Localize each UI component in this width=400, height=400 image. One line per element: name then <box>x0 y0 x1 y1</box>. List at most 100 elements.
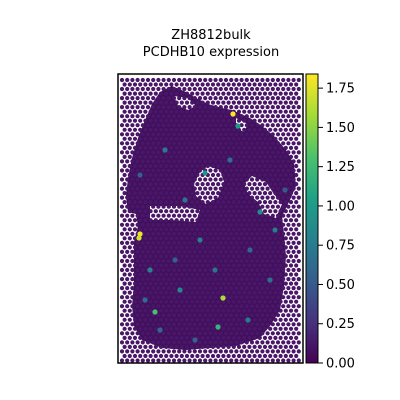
tissue-spot <box>210 91 216 96</box>
tissue-spot <box>156 114 161 119</box>
tissue-spot <box>252 172 257 178</box>
tissue-spot <box>197 358 203 363</box>
tissue-spot <box>174 154 179 159</box>
tissue-spot <box>260 240 265 245</box>
colorbar-tick-label: 1.00 <box>326 199 355 214</box>
tissue-spot <box>236 308 242 313</box>
tissue-spot <box>156 258 161 264</box>
tissue-spot <box>156 286 161 291</box>
tissue-spot <box>283 100 288 105</box>
tissue-spot <box>190 299 195 304</box>
tissue-spot <box>182 177 187 182</box>
tissue-spot <box>182 322 187 327</box>
tissue-spot <box>288 145 294 150</box>
tissue-spot <box>208 132 213 137</box>
tissue-spot <box>265 168 270 173</box>
tissue-spot <box>210 118 216 123</box>
tissue-spot <box>169 326 174 331</box>
tissue-spot <box>239 77 244 83</box>
tissue-spot <box>286 213 291 218</box>
tissue-spot <box>203 105 208 110</box>
tissue-spot <box>262 154 268 159</box>
tissue-spot <box>247 281 252 286</box>
tissue-spot <box>242 82 247 87</box>
tissue-spot <box>257 172 262 178</box>
tissue-spot <box>143 290 148 295</box>
tissue-spot <box>145 150 151 155</box>
tissue-spot <box>247 263 252 268</box>
tissue-spot <box>197 141 203 146</box>
tissue-spot <box>161 304 166 309</box>
tissue-spot <box>273 182 278 187</box>
tissue-spot <box>174 335 179 340</box>
tissue-spot <box>151 150 156 155</box>
tissue-spot <box>257 91 262 96</box>
tissue-spot <box>125 168 130 173</box>
chart-title-line1: ZH8812bulk <box>171 28 251 43</box>
tissue-spot <box>210 227 216 232</box>
tissue-spot <box>247 272 252 277</box>
tissue-spot <box>226 182 231 187</box>
tissue-spot <box>164 263 169 268</box>
tissue-spot <box>169 254 174 259</box>
tissue-spot <box>200 272 205 277</box>
tissue-spot <box>244 77 249 83</box>
tissue-spot <box>214 367 218 371</box>
tissue-spot <box>291 286 296 291</box>
tissue-spot <box>203 195 208 200</box>
tissue-spot <box>255 77 260 83</box>
tissue-spot <box>151 222 156 227</box>
tissue-spot <box>221 136 226 141</box>
tissue-spot <box>169 299 174 304</box>
tissue-spot <box>221 326 226 331</box>
tissue-spot <box>205 227 210 232</box>
tissue-spot <box>236 136 242 141</box>
tissue-spot <box>140 105 145 110</box>
tissue-spot <box>291 96 296 101</box>
tissue-spot <box>252 182 257 187</box>
colorbar-tick-label: 0.00 <box>326 357 355 372</box>
tissue-spot <box>240 367 244 371</box>
tissue-spot <box>229 249 234 254</box>
tissue-spot <box>226 245 231 250</box>
tissue-spot <box>297 367 301 371</box>
tissue-spot <box>252 209 257 214</box>
tissue-spot <box>156 150 161 155</box>
tissue-spot <box>127 227 132 232</box>
tissue-spot <box>161 331 166 336</box>
tissue-spot <box>153 209 158 214</box>
tissue-spot <box>278 191 283 196</box>
tissue-spot <box>197 132 203 137</box>
tissue-spot <box>153 344 158 349</box>
tissue-spot <box>288 272 294 277</box>
tissue-spot <box>184 236 190 241</box>
tissue-spot <box>166 141 171 146</box>
tissue-spot <box>187 204 192 209</box>
tissue-spot <box>192 258 197 264</box>
tissue-spot <box>164 227 169 232</box>
tissue-spot <box>249 213 255 218</box>
tissue-spot <box>120 367 124 371</box>
tissue-spot <box>205 335 210 340</box>
tissue-spot <box>187 322 192 327</box>
tissue-spot <box>130 231 135 236</box>
tissue-spot <box>203 213 208 218</box>
tissue-spot <box>143 317 148 322</box>
tissue-spot <box>177 277 182 282</box>
tissue-spot <box>171 286 177 291</box>
tissue-spot <box>223 213 229 218</box>
tissue-spot <box>270 141 275 146</box>
tissue-spot <box>169 200 174 205</box>
tissue-spot <box>257 82 262 87</box>
tissue-spot <box>275 123 281 128</box>
tissue-spot <box>257 236 262 241</box>
tissue-spot <box>229 331 234 336</box>
expression-spot <box>235 123 241 129</box>
tissue-spot <box>260 277 265 282</box>
tissue-spot <box>192 313 197 318</box>
tissue-spot <box>158 163 164 169</box>
tissue-spot <box>294 281 299 286</box>
tissue-spot <box>187 159 192 164</box>
tissue-spot <box>257 118 262 123</box>
tissue-spot <box>242 263 247 268</box>
